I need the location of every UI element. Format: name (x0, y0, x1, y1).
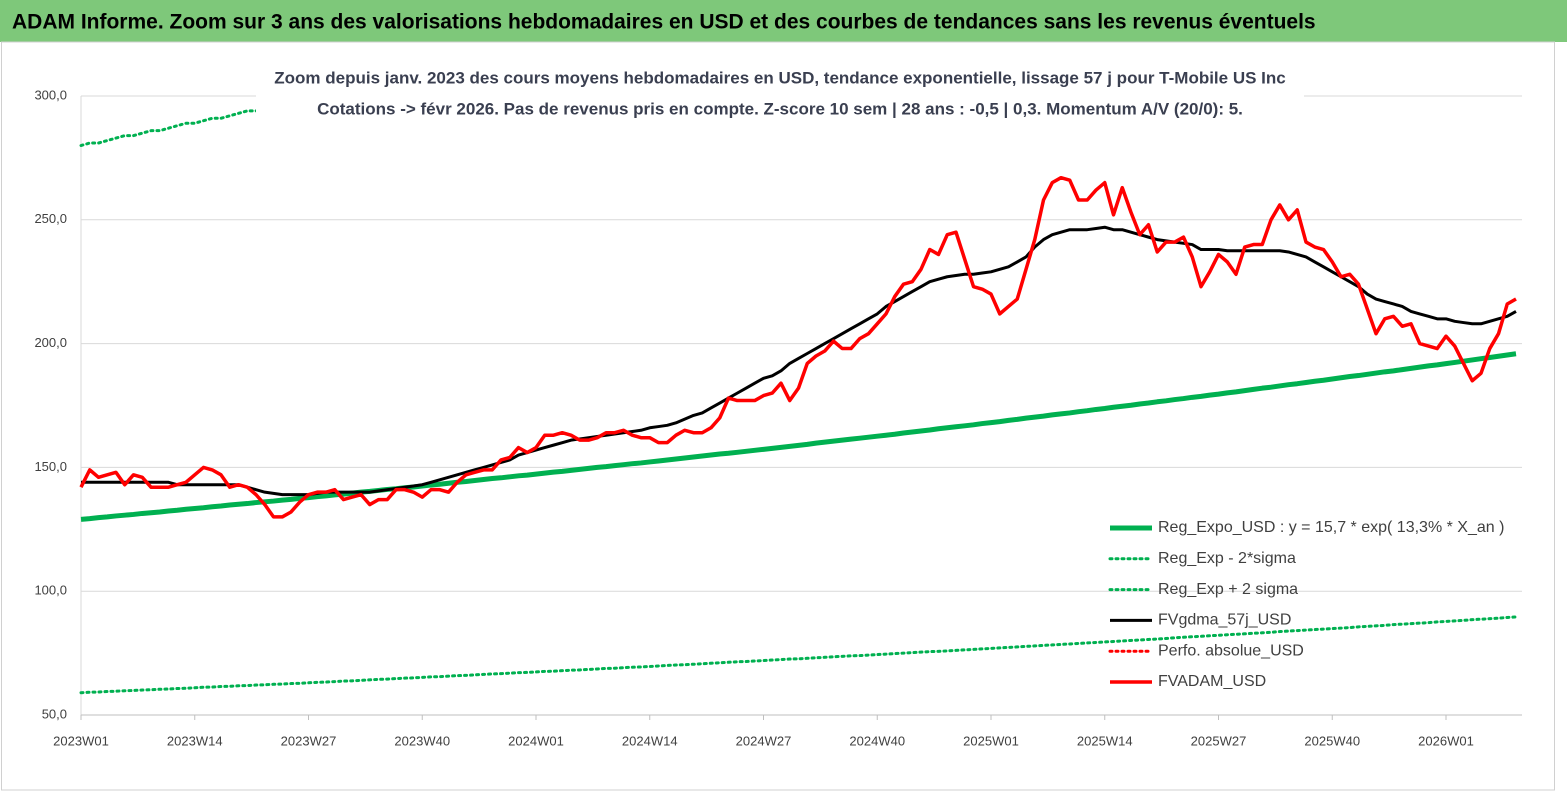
legend-label: Reg_Expo_USD : y = 15,7 * exp( 13,3% * X… (1158, 519, 1504, 536)
title-banner (0, 0, 1567, 42)
legend-label: Reg_Exp - 2*sigma (1158, 550, 1296, 567)
chart-title: ADAM Informe. Zoom sur 3 ans des valoris… (12, 11, 1316, 34)
subtitle: Cotations -> févr 2026. Pas de revenus p… (317, 99, 1243, 118)
x-tick-label: 2024W14 (622, 733, 678, 748)
subtitle: Zoom depuis janv. 2023 des cours moyens … (274, 68, 1285, 87)
legend-label: Perfo. absolue_USD (1158, 642, 1304, 659)
y-tick-label: 300,0 (34, 87, 67, 102)
x-tick-label: 2023W01 (53, 733, 109, 748)
legend-label: FVADAM_USD (1158, 673, 1266, 690)
x-tick-label: 2025W14 (1077, 733, 1133, 748)
y-tick-label: 50,0 (42, 706, 67, 721)
x-tick-label: 2023W40 (394, 733, 450, 748)
subtitle-box (256, 62, 1304, 128)
x-tick-label: 2023W27 (281, 733, 337, 748)
series-line (79, 615, 1518, 695)
x-tick-label: 2024W01 (508, 733, 564, 748)
y-tick-label: 200,0 (34, 335, 67, 350)
y-tick-label: 100,0 (34, 583, 67, 598)
series-line (80, 351, 1517, 522)
legend-label: FVgdma_57j_USD (1158, 612, 1291, 629)
y-tick-label: 150,0 (34, 459, 67, 474)
x-tick-label: 2025W27 (1191, 733, 1247, 748)
x-tick-label: 2025W01 (963, 733, 1019, 748)
series-line (81, 225, 1517, 497)
x-tick-label: 2023W14 (167, 733, 223, 748)
chart-frame (1, 41, 1555, 791)
x-tick-label: 2025W40 (1304, 733, 1360, 748)
x-tick-label: 2024W27 (736, 733, 792, 748)
series-line (79, 175, 1517, 519)
y-tick-label: 250,0 (34, 211, 67, 226)
legend-label: Reg_Exp + 2 sigma (1158, 581, 1298, 598)
x-tick-label: 2024W40 (849, 733, 905, 748)
x-tick-label: 2026W01 (1418, 733, 1474, 748)
